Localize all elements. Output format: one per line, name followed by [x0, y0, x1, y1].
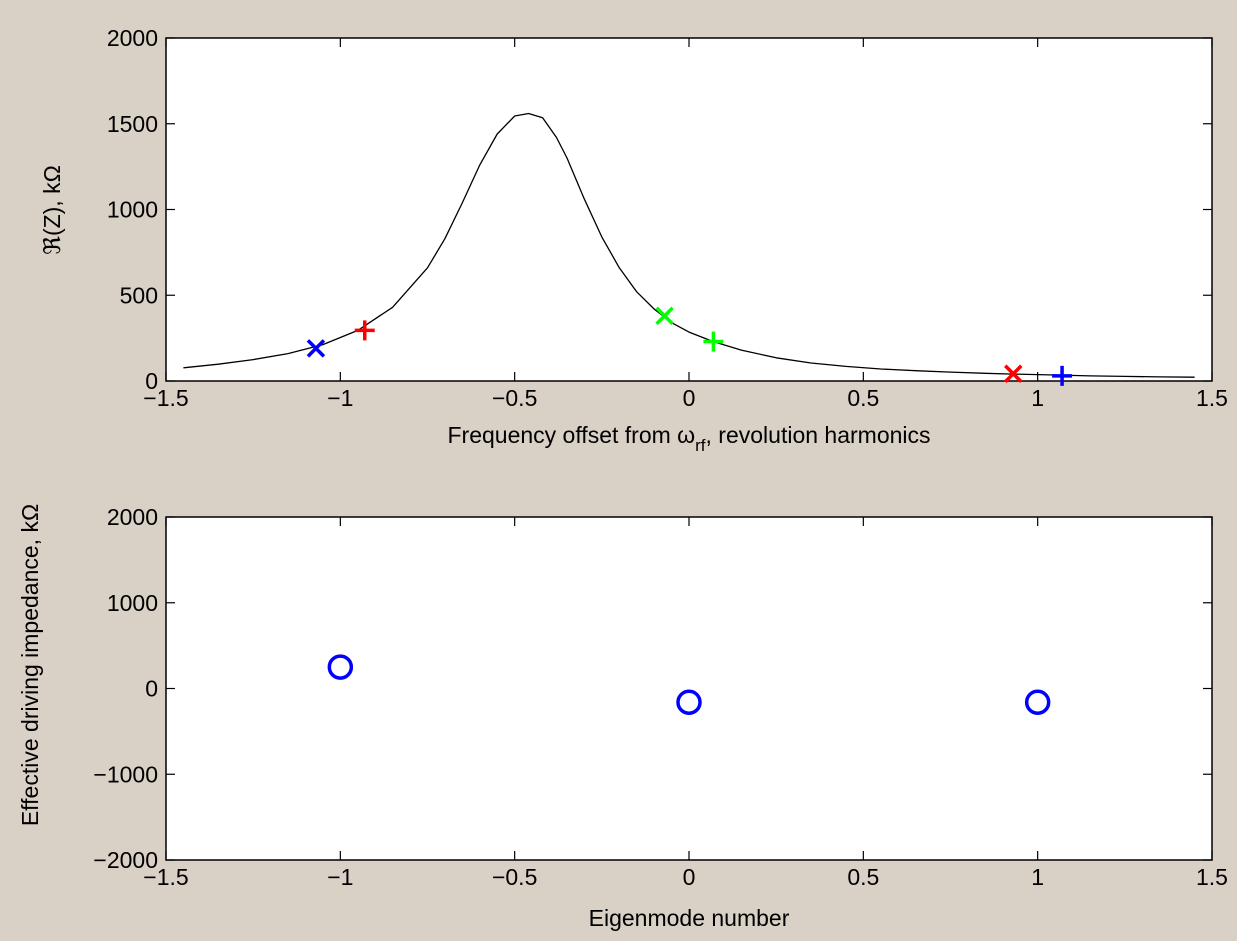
top-y-tick-label: 2000: [107, 25, 158, 51]
top-y-tick-label: 500: [120, 282, 158, 308]
bottom-y-tick-label: 2000: [107, 504, 158, 530]
top-x-tick-label: 1.5: [1196, 385, 1228, 411]
plus-marker: [703, 331, 724, 352]
top-x-tick-label: −1.5: [143, 385, 188, 411]
top-plot-area: [165, 37, 1213, 382]
top-x-tick-label: 1: [1031, 385, 1044, 411]
top-ticks: −1.5 −1 −0.5 0 0.5 1 1.5 0 500 1000 1500 2000: [107, 25, 1228, 411]
top-x-tick-label: 0.5: [847, 385, 879, 411]
bottom-x-tick-label: 0.5: [847, 864, 879, 890]
top-curve-layer: [183, 112, 1195, 378]
top-x-tick-label: −1: [327, 385, 353, 411]
top-y-tick-label: 1000: [107, 197, 158, 223]
impedance-curve: [183, 112, 1195, 378]
plus-marker: [1052, 365, 1073, 386]
bottom-x-tick-label: −0.5: [492, 864, 537, 890]
cross-marker: [1004, 364, 1023, 384]
bottom-x-tick-label: −1.5: [143, 864, 188, 890]
bottom-plot-area: [165, 516, 1213, 861]
top-x-tick-label: −0.5: [492, 385, 537, 411]
cross-marker: [306, 339, 326, 358]
cross-marker: [655, 306, 674, 326]
top-y-tick-label: 1500: [107, 111, 158, 137]
bottom-x-axis-label: Eigenmode number: [589, 905, 790, 931]
plus-marker: [354, 320, 375, 341]
bottom-y-tick-label: −2000: [93, 847, 158, 873]
bottom-y-tick-label: 0: [145, 676, 158, 702]
bottom-x-tick-label: 1.5: [1196, 864, 1228, 890]
eigenmode-point: [676, 689, 702, 715]
top-x-tick-label: 0: [683, 385, 696, 411]
top-x-axis-label: Frequency offset from ωrf, revolution ha…: [447, 422, 930, 455]
impedance-spectrum-chart: −1.5 −1 −0.5 0 0.5 1 1.5 0 500 1000 1500 2000 Frequ…: [39, 25, 1228, 455]
eigenmode-point: [1024, 689, 1051, 715]
bottom-ticks: −1.5 −1 −0.5 0 0.5 1 1.5 −2000 −1000 0 1000 2000: [93, 504, 1228, 890]
bottom-x-tick-label: 1: [1031, 864, 1044, 890]
eigenmode-impedance-chart: −1.5 −1 −0.5 0 0.5 1 1.5 −2000 −1000 0 1000 2000 Ei…: [17, 504, 1228, 931]
bottom-y-axis-label: Effective driving impedance, kΩ: [17, 504, 43, 826]
eigenmode-point: [327, 654, 354, 680]
bottom-x-tick-label: −1: [327, 864, 353, 890]
top-y-axis-label: ℜ(Z), kΩ: [39, 165, 65, 255]
bottom-points: [327, 654, 1051, 715]
top-y-tick-label: 0: [145, 368, 158, 394]
bottom-x-tick-label: 0: [683, 864, 696, 890]
top-markers: [306, 306, 1073, 386]
bottom-y-tick-label: 1000: [107, 590, 158, 616]
bottom-y-tick-label: −1000: [93, 761, 158, 787]
